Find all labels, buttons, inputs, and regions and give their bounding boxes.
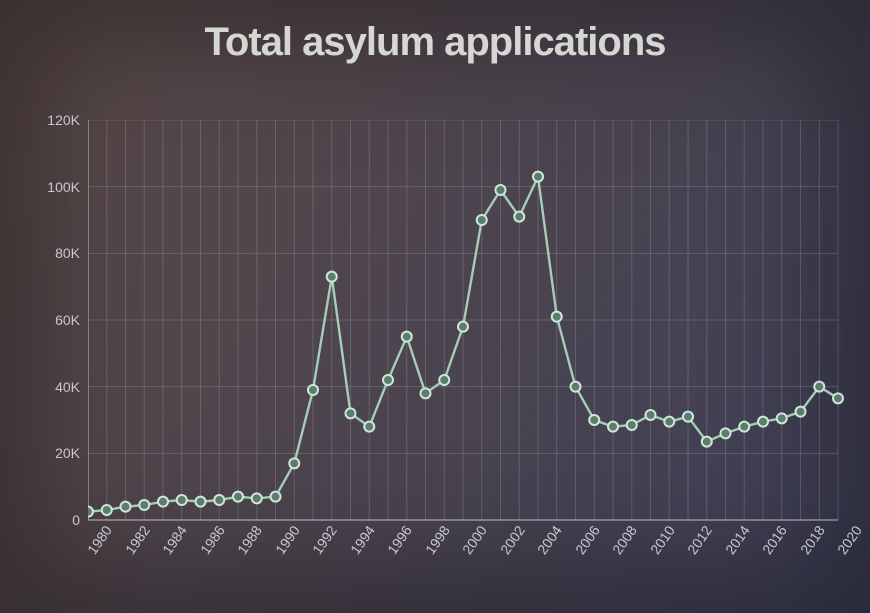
- y-tick-label: 20K: [0, 445, 80, 461]
- y-tick-label: 100K: [0, 179, 80, 195]
- y-tick-label: 120K: [0, 112, 80, 128]
- y-axis-labels: 020K40K60K80K100K120K: [0, 120, 88, 520]
- y-tick-label: 0: [0, 512, 80, 528]
- x-axis-labels: 1980198219841986198819901992199419961998…: [88, 530, 838, 610]
- y-tick-label: 80K: [0, 245, 80, 261]
- y-tick-label: 60K: [0, 312, 80, 328]
- y-tick-label: 40K: [0, 379, 80, 395]
- chart-stage: Total asylum applications 0 20K 40K 60K 80K 1…: [0, 0, 870, 613]
- chart-title: Total asylum applications: [0, 20, 870, 65]
- line-chart-plot: [88, 120, 858, 540]
